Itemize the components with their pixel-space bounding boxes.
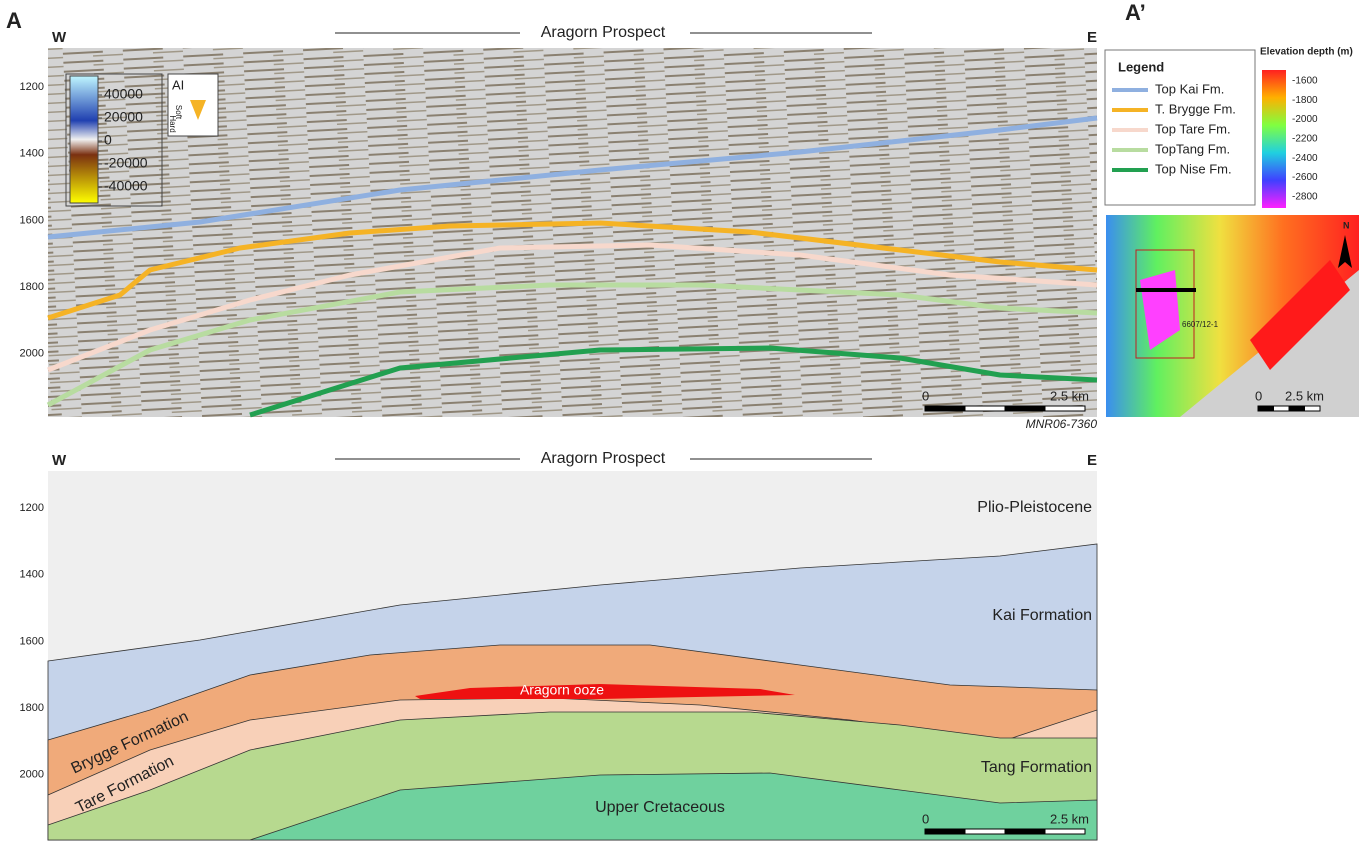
prospect-label: Aragorn Prospect xyxy=(541,24,666,41)
depth-tick-label: 1600 xyxy=(20,214,44,226)
scale-segment xyxy=(1045,406,1085,411)
elevation-colorbar xyxy=(1262,70,1286,208)
ai-colorbar xyxy=(70,76,98,203)
scale-label: 2.5 km xyxy=(1050,388,1089,403)
colorbar-tick-label: -1600 xyxy=(1292,76,1318,87)
colorbar-tick-label: -40000 xyxy=(104,178,148,194)
scale-segment xyxy=(1289,406,1305,411)
map-colorbar-title: Elevation depth (m) xyxy=(1260,47,1353,58)
hard-label: Hard xyxy=(168,115,177,132)
scale-label: 2.5 km xyxy=(1285,388,1324,403)
depth-tick-label: 1200 xyxy=(20,81,44,93)
scale-segment xyxy=(965,829,1005,834)
colorbar-tick-label: -2000 xyxy=(1292,114,1318,125)
colorbar-tick-label: -2600 xyxy=(1292,172,1318,183)
depth-tick-label: 2000 xyxy=(20,769,44,781)
colorbar-tick-label: 0 xyxy=(104,132,112,148)
depth-tick-label: 1400 xyxy=(20,569,44,581)
depth-tick-label: 2000 xyxy=(20,348,44,360)
colorbar-tick-label: -2200 xyxy=(1292,134,1318,145)
unit-label: Tang Formation xyxy=(981,759,1092,776)
panel-label: A’ xyxy=(1125,0,1146,25)
west-label: W xyxy=(52,452,67,469)
scale-segment xyxy=(1274,406,1290,411)
scale-segment xyxy=(965,406,1005,411)
colorbar-tick-label: 20000 xyxy=(104,109,143,125)
legend-label: TopTang Fm. xyxy=(1155,141,1230,156)
depth-tick-label: 1400 xyxy=(20,148,44,160)
scale-label: 0 xyxy=(922,388,929,403)
panel-label: A xyxy=(6,8,22,33)
east-label: E xyxy=(1087,452,1097,469)
unit-label: Upper Cretaceous xyxy=(595,799,725,816)
depth-tick-label: 1200 xyxy=(20,502,44,514)
scale-label: 0 xyxy=(922,811,929,826)
unit-label: Plio-Pleistocene xyxy=(977,499,1092,516)
depth-tick-label: 1600 xyxy=(20,635,44,647)
scale-label: 2.5 km xyxy=(1050,811,1089,826)
colorbar-tick-label: -20000 xyxy=(104,155,148,171)
figure: A A’ W E Aragorn Prospect 1200 1400 1600 18… xyxy=(0,0,1359,843)
colorbar-tick-label: 40000 xyxy=(104,86,143,102)
unit-label: Aragorn ooze xyxy=(520,682,604,698)
ai-title: AI xyxy=(172,77,184,92)
colorbar-tick-label: -2800 xyxy=(1292,191,1318,202)
north-label: N xyxy=(1343,220,1350,230)
east-label: E xyxy=(1087,29,1097,46)
legend-label: Top Nise Fm. xyxy=(1155,161,1232,176)
scale-segment xyxy=(925,406,965,411)
scale-segment xyxy=(925,829,965,834)
legend-label: T. Brygge Fm. xyxy=(1155,101,1236,116)
scale-segment xyxy=(1045,829,1085,834)
depth-tick-label: 1800 xyxy=(20,281,44,293)
legend-label: Top Kai Fm. xyxy=(1155,81,1224,96)
scale-segment xyxy=(1005,829,1045,834)
well-label: 6607/12-1 xyxy=(1182,320,1219,329)
west-label: W xyxy=(52,29,67,46)
scale-label: 0 xyxy=(1255,388,1262,403)
page: A A’ W E Aragorn Prospect 1200 1400 1600 18… xyxy=(0,0,1359,843)
legend-label: Top Tare Fm. xyxy=(1155,121,1231,136)
scale-segment xyxy=(1258,406,1274,411)
depth-tick-label: 1800 xyxy=(20,702,44,714)
colorbar-tick-label: -2400 xyxy=(1292,153,1318,164)
prospect-label: Aragorn Prospect xyxy=(541,450,666,467)
legend-title: Legend xyxy=(1118,59,1164,74)
scale-segment xyxy=(1305,406,1321,411)
colorbar-tick-label: -1800 xyxy=(1292,95,1318,106)
scale-segment xyxy=(1005,406,1045,411)
unit-label: Kai Formation xyxy=(992,607,1092,624)
line-id: MNR06-7360 xyxy=(1026,417,1098,431)
